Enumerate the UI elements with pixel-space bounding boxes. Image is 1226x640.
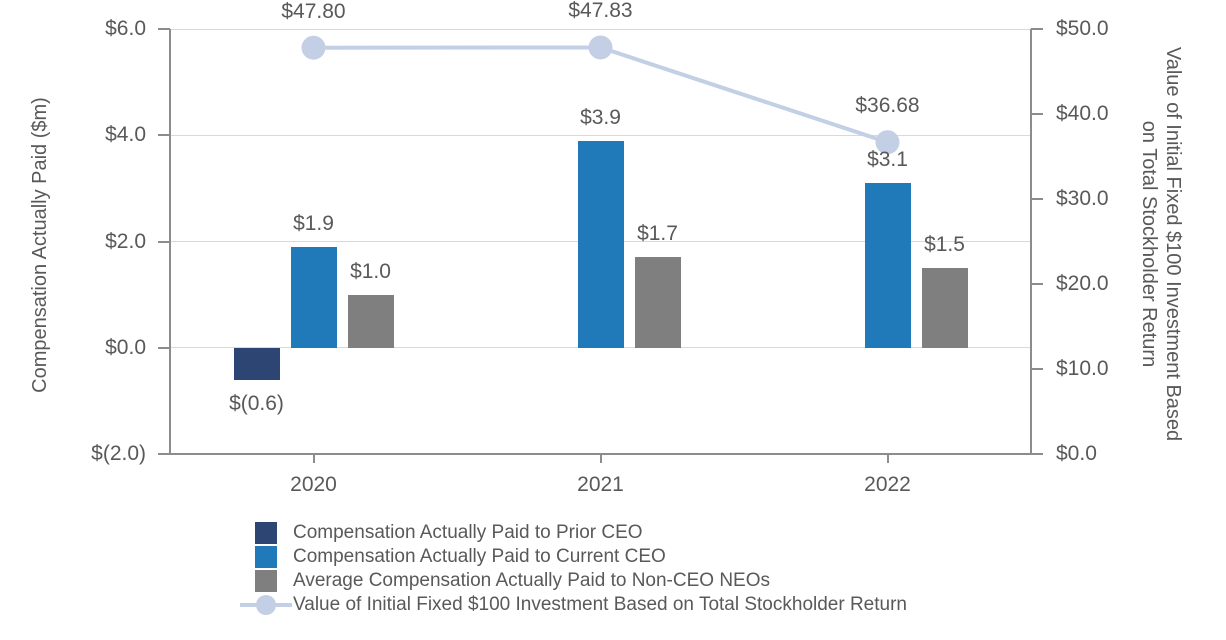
right-axis-tick	[1031, 283, 1043, 285]
legend-label-non-ceo-neos: Average Compensation Actually Paid to No…	[293, 570, 770, 591]
tsr-point-marker-2020	[301, 35, 326, 60]
legend-item-current-ceo: Compensation Actually Paid to Current CE…	[240, 545, 907, 569]
x-axis-category-label: 2021	[577, 473, 624, 496]
x-axis-tick	[312, 454, 315, 463]
left-axis-tick	[158, 346, 170, 349]
tsr-point-marker-2022	[875, 130, 900, 155]
left-axis-tick-label: $4.0	[105, 123, 146, 147]
left-axis-tick-label: $6.0	[105, 17, 146, 40]
bar-prior-ceo-2020	[233, 347, 280, 380]
bar-current-ceo-2021	[577, 140, 624, 348]
prior-ceo-square-icon	[255, 522, 277, 544]
legend-item-tsr-line: Value of Initial Fixed $100 Investment B…	[240, 593, 907, 617]
legend-label-current-ceo: Compensation Actually Paid to Current CE…	[293, 546, 666, 567]
right-axis-tick	[1031, 368, 1043, 370]
legend-item-prior-ceo: Compensation Actually Paid to Prior CEO	[240, 521, 907, 545]
tsr-point-marker-2021	[588, 35, 613, 60]
legend-swatch-cell	[240, 569, 292, 593]
left-axis-tick	[158, 453, 170, 455]
tsr-line-series	[301, 35, 900, 155]
left-axis-tick	[158, 28, 170, 30]
left-axis-tick-label: $(2.0)	[91, 442, 146, 465]
right-axis-title-line2: on Total Stockholder Return	[1138, 120, 1160, 368]
bar-current-ceo-2022	[864, 183, 911, 348]
gridline	[171, 347, 1030, 349]
gridline	[171, 28, 1030, 30]
legend: Compensation Actually Paid to Prior CEO …	[240, 521, 907, 617]
bar-label-current-ceo-2021: $3.9	[580, 105, 621, 129]
legend-swatch-cell	[240, 545, 292, 569]
line-marker-icon	[240, 593, 292, 617]
right-axis-tick-label: $10.0	[1056, 357, 1109, 380]
right-axis-tick	[1031, 453, 1043, 455]
x-axis-tick	[599, 454, 602, 463]
line-label-2020: $47.80	[281, 0, 346, 23]
x-axis-tick	[886, 454, 889, 463]
right-axis-tick-label: $50.0	[1056, 17, 1109, 40]
legend-item-non-ceo-neos: Average Compensation Actually Paid to No…	[240, 569, 907, 593]
bar-non-ceo-neos-2021	[634, 257, 681, 348]
right-axis-tick	[1031, 198, 1043, 200]
bar-non-ceo-neos-2020	[347, 294, 394, 348]
bar-label-non-ceo-neos-2022: $1.5	[924, 233, 965, 257]
left-axis-tick	[158, 240, 170, 243]
right-axis-tick	[1031, 113, 1043, 115]
non-ceo-neos-square-icon	[255, 570, 277, 592]
line-label-2021: $47.83	[568, 0, 633, 23]
right-axis-title-line1: Value of Initial Fixed $100 Investment B…	[1162, 46, 1184, 442]
right-axis-tick	[1031, 28, 1043, 30]
right-axis-tick-label: $30.0	[1056, 187, 1109, 210]
right-axis-tick-label: $40.0	[1056, 102, 1109, 125]
right-axis-title: Value of Initial Fixed $100 Investment B…	[1137, 47, 1185, 441]
bar-label-non-ceo-neos-2021: $1.7	[637, 222, 678, 246]
bar-current-ceo-2020	[290, 246, 337, 348]
right-axis-tick-label: $0.0	[1056, 442, 1097, 465]
left-axis-tick	[158, 134, 170, 137]
current-ceo-square-icon	[255, 546, 277, 568]
bar-label-prior-ceo-2020: $(0.6)	[229, 391, 284, 415]
left-axis-tick-label: $0.0	[105, 335, 146, 359]
bar-label-current-ceo-2022: $3.1	[867, 148, 908, 172]
x-axis-category-label: 2020	[290, 473, 337, 496]
legend-label-prior-ceo: Compensation Actually Paid to Prior CEO	[293, 522, 643, 543]
legend-label-tsr-line: Value of Initial Fixed $100 Investment B…	[293, 594, 907, 615]
gridline	[171, 134, 1030, 136]
legend-swatch-cell	[240, 521, 292, 545]
x-axis-category-label: 2022	[864, 473, 911, 496]
bar-label-current-ceo-2020: $1.9	[293, 211, 334, 235]
bar-label-non-ceo-neos-2020: $1.0	[350, 259, 391, 283]
line-label-2022: $36.68	[855, 94, 920, 118]
right-axis-tick-label: $20.0	[1056, 272, 1109, 295]
left-axis-tick-label: $2.0	[105, 229, 146, 253]
bar-non-ceo-neos-2022	[921, 268, 968, 348]
